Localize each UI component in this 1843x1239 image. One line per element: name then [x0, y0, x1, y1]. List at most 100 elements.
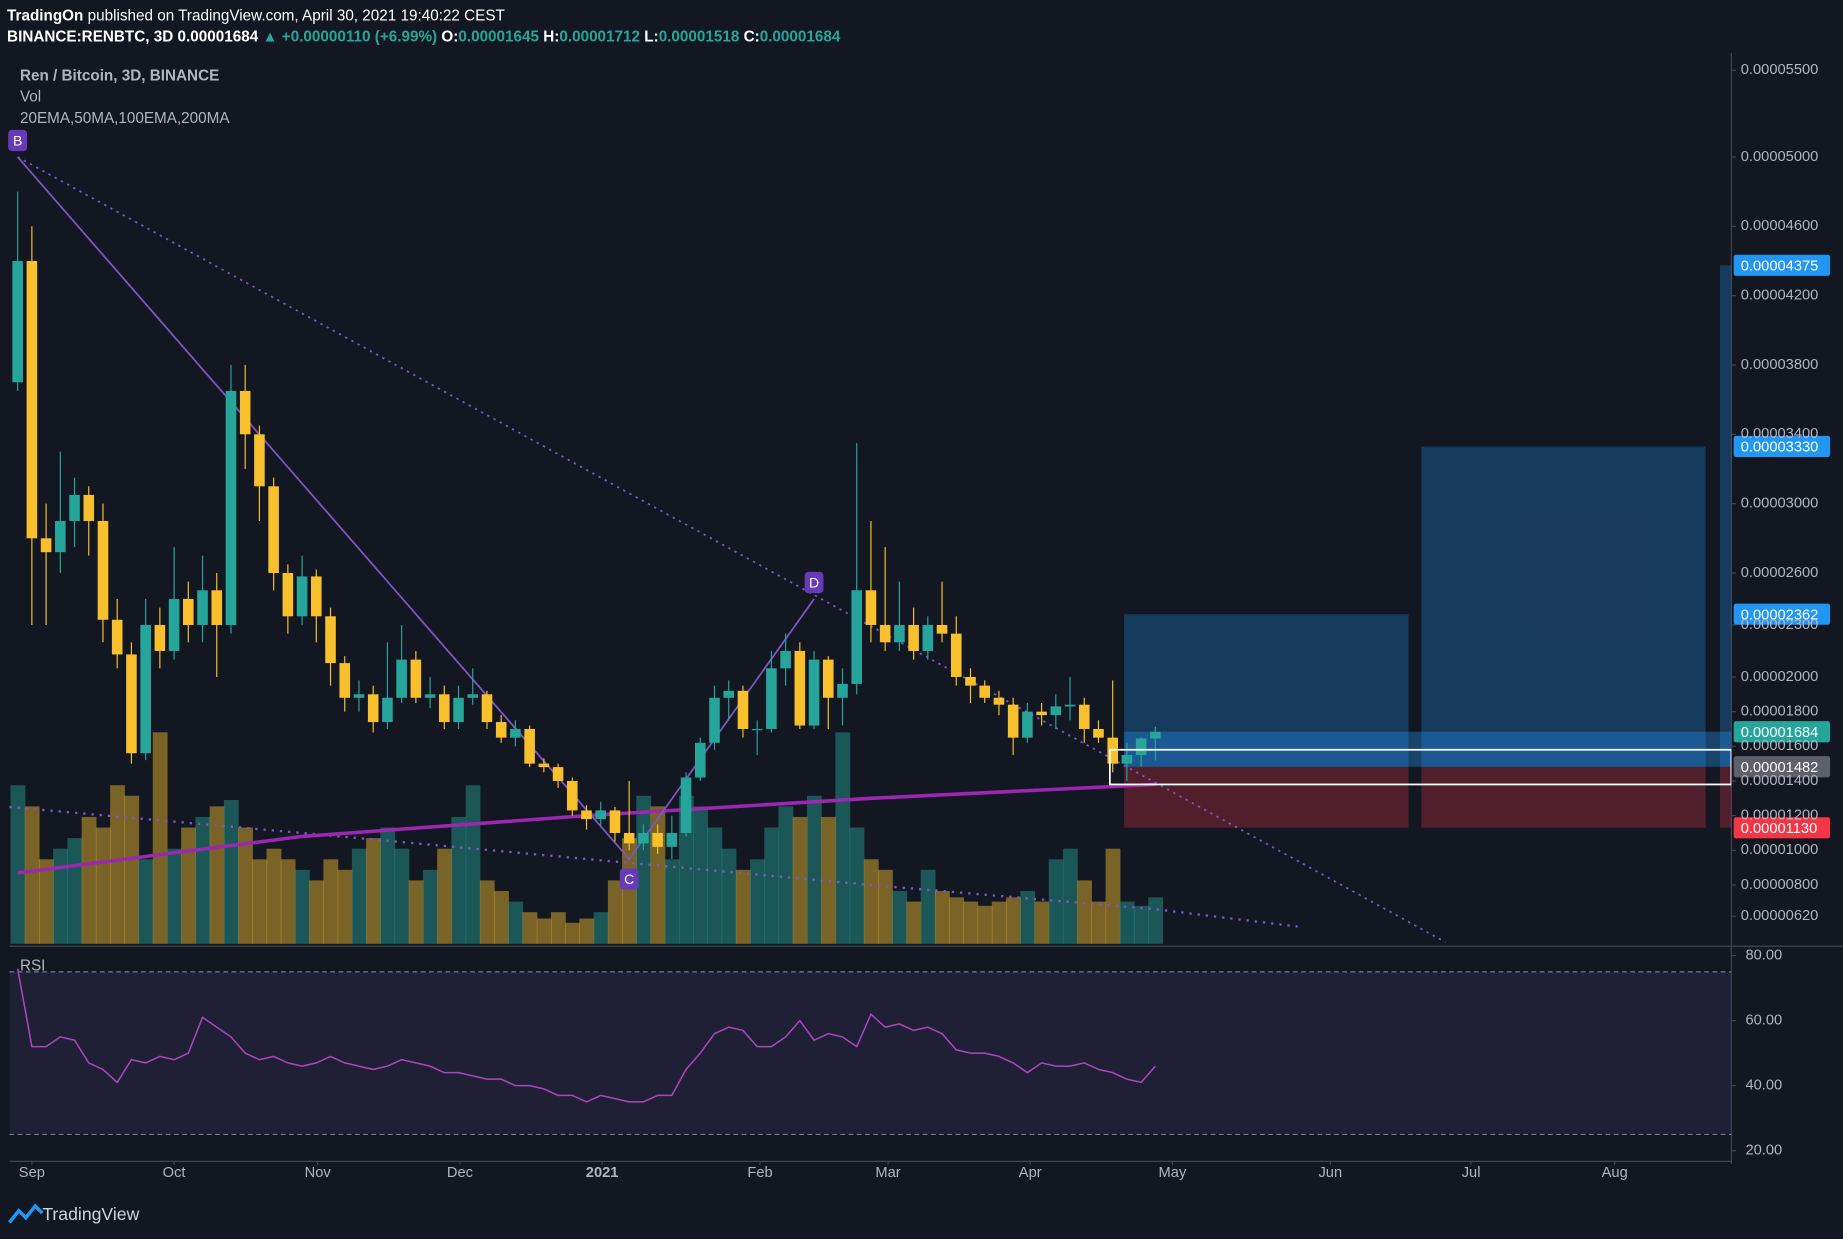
candle-body — [296, 576, 308, 617]
c-label: C: — [744, 29, 760, 46]
volume-bar — [1105, 848, 1121, 944]
rsi-line — [16, 968, 1156, 1103]
candle-body — [1022, 711, 1033, 738]
volume-bar — [337, 869, 353, 944]
candle-body — [183, 598, 194, 625]
volume-bar — [1148, 897, 1164, 944]
last: 0.00001684 — [178, 29, 259, 46]
volume-bar — [394, 848, 410, 944]
volume-bar — [380, 827, 396, 944]
rsi-tick-label: 60.00 — [1745, 1013, 1782, 1029]
candle-body — [538, 763, 550, 768]
volume-bar — [1091, 901, 1107, 944]
price-tag — [1733, 435, 1831, 458]
y-tick-label: 0.00004600 — [1741, 218, 1819, 234]
candle-body — [353, 694, 365, 698]
candle-body — [581, 810, 592, 820]
candle-body — [894, 624, 905, 643]
price-tag-label: 0.00002362 — [1741, 607, 1819, 623]
candle-body — [1036, 711, 1047, 716]
volume-bar — [707, 827, 723, 944]
candle-body — [83, 494, 95, 521]
y-tick-label: 0.00003800 — [1741, 357, 1819, 373]
candle-body — [879, 624, 891, 643]
volume-bar — [465, 785, 481, 944]
brand: TradingView — [42, 1204, 139, 1224]
candle-body — [566, 780, 578, 811]
candle-body — [239, 390, 251, 435]
volume-bar — [934, 891, 950, 944]
candle-body — [1007, 704, 1019, 738]
candle-body — [1050, 706, 1062, 716]
y-tick-label: 0.00001200 — [1741, 808, 1819, 824]
wave-label-box — [619, 868, 639, 890]
c-value: 0.00001684 — [760, 29, 841, 46]
volume-bar — [892, 891, 908, 944]
volume-bar — [181, 827, 197, 944]
rsi-tick-label: 80.00 — [1745, 948, 1782, 964]
volume-bar — [579, 918, 595, 944]
candle-body — [69, 494, 80, 521]
candle-body — [751, 728, 763, 731]
candle-body — [1064, 704, 1076, 707]
volume-bar — [422, 869, 438, 944]
volume-bar — [536, 918, 552, 944]
volume-bar — [10, 785, 26, 944]
wave-label: D — [809, 574, 819, 590]
candle-body — [439, 694, 450, 723]
volume-bar — [522, 912, 538, 944]
volume-bar — [693, 806, 708, 944]
volume-bar — [24, 806, 40, 944]
volume-bar — [323, 859, 339, 944]
x-tick-label: Feb — [747, 1165, 772, 1181]
candle-body — [282, 572, 294, 617]
target-zone — [1719, 265, 1732, 767]
volume-bar — [878, 869, 893, 944]
rsi-tick-label: 40.00 — [1745, 1078, 1782, 1094]
candle-body — [197, 590, 208, 625]
l-value: 0.00001518 — [659, 29, 740, 46]
volume-bar — [294, 869, 310, 944]
candle-body — [694, 742, 706, 778]
volume-bar — [664, 859, 680, 944]
y-tick-label: 0.00001400 — [1741, 773, 1819, 789]
candle-body — [766, 668, 777, 729]
volume-bar — [1006, 897, 1021, 944]
price-tag — [1733, 756, 1831, 778]
overlay: B C D 0.00002362 0.00003330 0.00004375 0.00001… — [8, 129, 1831, 890]
candle-body — [808, 659, 820, 726]
y-tick-label: 0.00001800 — [1741, 704, 1819, 720]
x-tick-label: Nov — [305, 1165, 332, 1181]
o-value: 0.00001645 — [458, 29, 539, 46]
volume-bar — [408, 880, 424, 944]
volume-bar — [565, 922, 580, 944]
candle-body — [467, 694, 479, 698]
price-tag-label: 0.00004375 — [1741, 258, 1819, 274]
change: ▲ +0.00000110 (+6.99%) — [262, 29, 437, 46]
volume-bar — [863, 859, 879, 944]
x-tick-label: Sep — [19, 1165, 45, 1181]
candle-body — [666, 832, 678, 847]
y-tick-label: 0.00004200 — [1741, 288, 1819, 304]
candle-body — [780, 650, 791, 669]
zone — [1108, 748, 1732, 786]
y-tick-label: 0.00000800 — [1741, 877, 1819, 893]
candle-body — [552, 767, 564, 781]
candle-body — [495, 722, 507, 738]
volume-bar — [195, 816, 211, 944]
l-label: L: — [644, 29, 658, 46]
volume-bar — [252, 859, 268, 944]
candle-body — [524, 728, 535, 764]
volume-bar — [81, 816, 97, 944]
stop-zone — [1719, 766, 1732, 828]
volume-bar — [138, 859, 154, 944]
candle-body — [723, 690, 735, 698]
candle-body — [453, 697, 464, 723]
candle-body — [1078, 704, 1090, 729]
price-tag-label: 0.00001130 — [1741, 821, 1818, 837]
candle-body — [311, 576, 322, 617]
price-pane — [9, 156, 1732, 944]
volume-bar — [792, 816, 808, 944]
price-tag — [1733, 254, 1831, 276]
